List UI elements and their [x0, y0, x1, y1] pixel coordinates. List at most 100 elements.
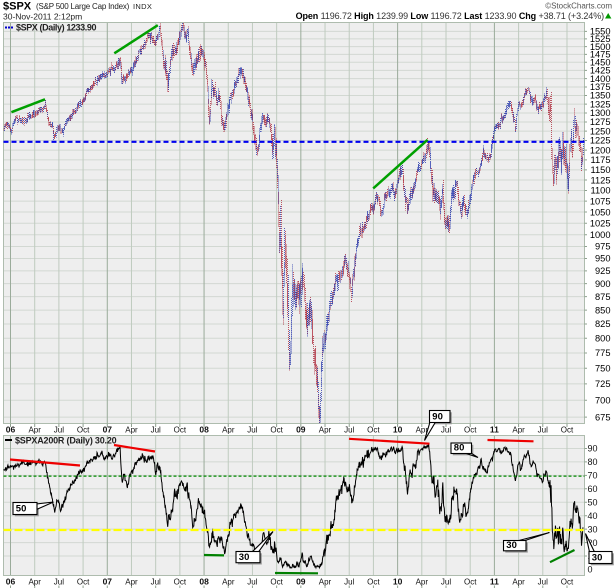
svg-text:Jul: Jul	[344, 578, 354, 587]
svg-text:08: 08	[199, 577, 209, 587]
svg-text:30: 30	[592, 553, 603, 564]
svg-text:60: 60	[588, 484, 598, 494]
svg-text:675: 675	[595, 412, 611, 422]
svg-text:30: 30	[506, 540, 517, 551]
svg-text:Jul: Jul	[54, 426, 64, 435]
svg-text:1125: 1125	[591, 175, 611, 185]
svg-text:20: 20	[588, 538, 598, 548]
svg-text:Apr: Apr	[416, 426, 429, 435]
svg-text:Oct: Oct	[77, 578, 90, 587]
svg-text:1275: 1275	[590, 117, 611, 127]
svg-text:1525: 1525	[590, 34, 611, 44]
svg-text:Apr: Apr	[125, 578, 138, 587]
svg-text:Apr: Apr	[125, 426, 138, 435]
svg-text:Oct: Oct	[174, 578, 187, 587]
svg-text:725: 725	[595, 379, 611, 389]
svg-text:Apr: Apr	[512, 578, 525, 587]
svg-text:950: 950	[595, 254, 611, 264]
svg-text:900: 900	[595, 279, 611, 289]
svg-text:50: 50	[588, 497, 598, 507]
svg-text:Jul: Jul	[54, 578, 64, 587]
svg-text:40: 40	[588, 511, 598, 521]
svg-text:1025: 1025	[590, 218, 611, 228]
svg-text:Apr: Apr	[222, 426, 235, 435]
svg-text:Oct: Oct	[174, 426, 187, 435]
svg-text:1500: 1500	[590, 42, 611, 52]
svg-text:1200: 1200	[590, 145, 611, 155]
svg-text:1150: 1150	[591, 165, 611, 175]
svg-text:825: 825	[595, 319, 611, 329]
svg-text:1175: 1175	[591, 155, 611, 165]
svg-text:10: 10	[393, 425, 403, 435]
svg-text:$SPX: $SPX	[3, 1, 32, 13]
svg-text:Apr: Apr	[512, 426, 525, 435]
svg-text:0: 0	[588, 565, 593, 575]
svg-text:775: 775	[595, 348, 611, 358]
svg-text:Jul: Jul	[538, 578, 548, 587]
svg-text:07: 07	[103, 425, 113, 435]
svg-text:07: 07	[103, 577, 113, 587]
svg-text:1475: 1475	[590, 50, 611, 60]
svg-text:1250: 1250	[590, 126, 611, 136]
svg-text:Oct: Oct	[561, 578, 574, 587]
svg-text:Oct: Oct	[77, 426, 90, 435]
svg-text:Oct: Oct	[270, 426, 283, 435]
svg-text:850: 850	[595, 305, 611, 315]
svg-text:(S&P 500 Large Cap Index): (S&P 500 Large Cap Index)	[36, 2, 130, 11]
svg-text:Oct: Oct	[367, 426, 380, 435]
svg-text:06: 06	[6, 577, 16, 587]
svg-text:09: 09	[296, 425, 306, 435]
svg-text:Jul: Jul	[344, 426, 354, 435]
svg-text:925: 925	[595, 266, 611, 276]
svg-text:Oct: Oct	[367, 578, 380, 587]
svg-text:Jul: Jul	[538, 426, 548, 435]
svg-text:11: 11	[490, 577, 499, 587]
svg-text:80: 80	[588, 457, 598, 467]
svg-text:750: 750	[595, 363, 611, 373]
svg-text:Jul: Jul	[151, 578, 161, 587]
svg-text:Apr: Apr	[28, 426, 41, 435]
svg-text:INDX: INDX	[133, 2, 152, 11]
svg-text:1050: 1050	[590, 207, 611, 217]
svg-text:30: 30	[588, 524, 598, 534]
svg-text:Apr: Apr	[222, 578, 235, 587]
svg-text:Jul: Jul	[247, 578, 257, 587]
svg-text:80: 80	[454, 443, 465, 454]
svg-text:70: 70	[588, 471, 598, 481]
svg-text:1450: 1450	[590, 58, 611, 68]
svg-text:Open 1196.72 High 1239.99 Low: Open 1196.72 High 1239.99 Low 1196.72 La…	[296, 11, 605, 21]
svg-text:$SPXA200R (Daily) 30.20: $SPXA200R (Daily) 30.20	[15, 436, 117, 446]
svg-text:$SPX (Daily) 1233.90: $SPX (Daily) 1233.90	[16, 23, 96, 33]
svg-text:Oct: Oct	[270, 578, 283, 587]
svg-text:1400: 1400	[590, 74, 611, 84]
svg-text:Jul: Jul	[151, 426, 161, 435]
svg-text:09: 09	[296, 577, 306, 587]
svg-text:1550: 1550	[590, 27, 611, 37]
svg-text:1375: 1375	[590, 82, 611, 92]
svg-text:Oct: Oct	[464, 426, 477, 435]
svg-text:Oct: Oct	[561, 426, 574, 435]
svg-text:30: 30	[239, 552, 250, 563]
svg-text:Apr: Apr	[319, 578, 332, 587]
svg-text:Apr: Apr	[416, 578, 429, 587]
svg-text:©StockCharts.com: ©StockCharts.com	[545, 2, 612, 11]
svg-text:800: 800	[595, 333, 611, 343]
svg-text:1225: 1225	[590, 136, 611, 146]
svg-text:1100: 1100	[591, 186, 611, 196]
svg-text:08: 08	[199, 425, 209, 435]
svg-text:90: 90	[432, 412, 443, 423]
svg-text:700: 700	[595, 395, 611, 405]
svg-text:90: 90	[588, 444, 598, 454]
svg-text:11: 11	[490, 425, 499, 435]
svg-text:Jul: Jul	[441, 426, 451, 435]
svg-text:1000: 1000	[590, 230, 611, 240]
svg-text:Jul: Jul	[441, 578, 451, 587]
svg-text:30-Nov-2011 2:12pm: 30-Nov-2011 2:12pm	[3, 12, 82, 22]
svg-text:1425: 1425	[590, 66, 611, 76]
svg-text:975: 975	[595, 242, 611, 252]
svg-text:1350: 1350	[590, 91, 611, 101]
svg-text:1300: 1300	[590, 108, 611, 118]
svg-text:875: 875	[595, 292, 611, 302]
svg-text:06: 06	[6, 425, 16, 435]
svg-text:Oct: Oct	[464, 578, 477, 587]
